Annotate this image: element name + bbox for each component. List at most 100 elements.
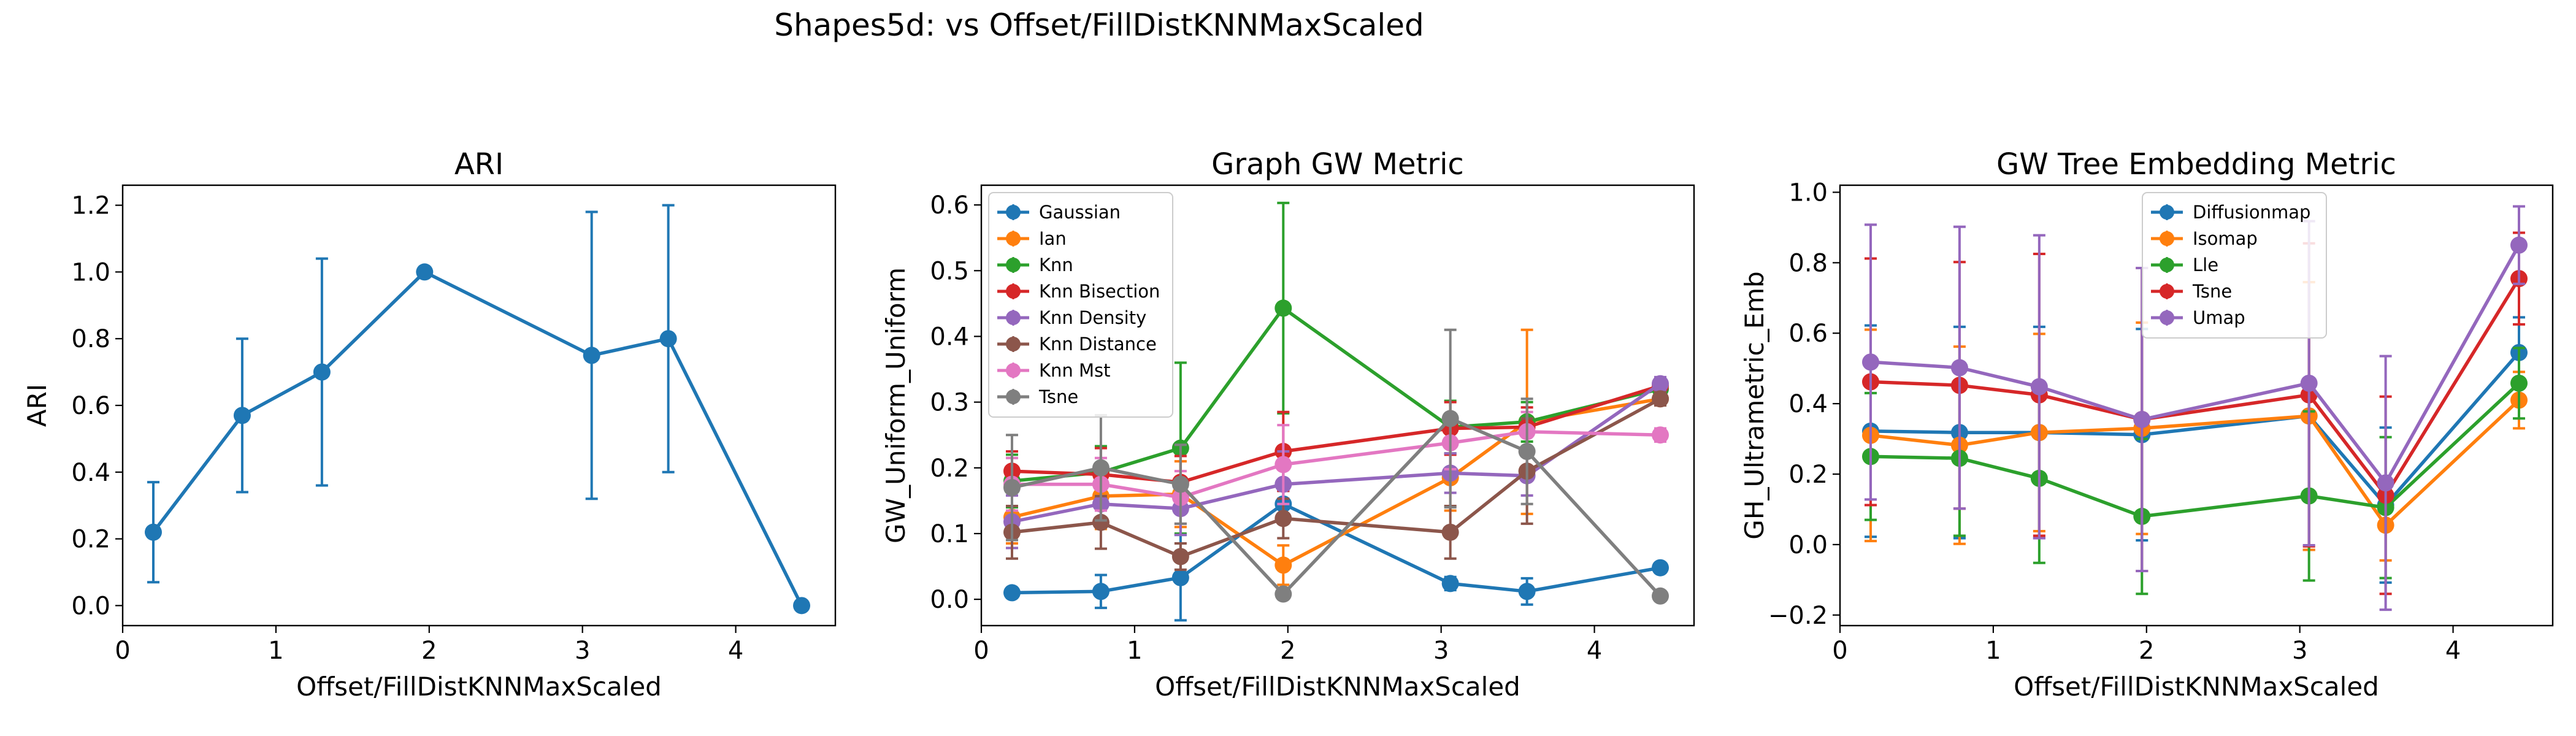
legend-label: Knn Density	[1039, 307, 1146, 328]
legend-marker	[1006, 258, 1021, 272]
data-point	[1092, 459, 1110, 477]
y-tick-label: 0.2	[930, 454, 969, 483]
data-point	[793, 597, 811, 615]
legend-label: Umap	[2193, 307, 2245, 328]
data-point	[1652, 559, 1669, 577]
legend-label: Diffusionmap	[2193, 202, 2310, 223]
subplot-3: GW Tree Embedding Metric 0 1 2 3 4 −0.2 0.0 0.2 0…	[1739, 147, 2554, 702]
data-point	[1171, 475, 1189, 493]
legend-item: Knn Density	[997, 307, 1146, 328]
x-tick-label: 3	[1433, 637, 1449, 665]
legend-label: Gaussian	[1039, 202, 1121, 223]
series-tsne	[1003, 328, 1669, 605]
x-tick-label: 1	[1127, 637, 1142, 665]
x-tick-label: 1	[1985, 637, 2001, 665]
plot-frame	[1839, 184, 2554, 627]
legend: Diffusionmap Isomap Lle Tsne Umap	[2142, 192, 2327, 339]
data-point	[1950, 359, 1968, 377]
legend-item: Umap	[2151, 307, 2245, 328]
y-tick-label: 0.2	[71, 526, 110, 554]
data-point	[1275, 585, 1292, 603]
legend-label: Isomap	[2193, 228, 2258, 249]
data-point	[1275, 556, 1292, 574]
data-point	[2377, 474, 2394, 492]
legend-label: Tsne	[2192, 281, 2232, 302]
x-tick-label: 4	[728, 637, 743, 665]
legend-item: Knn Bisection	[997, 281, 1160, 302]
y-tick-label: 0.4	[930, 323, 969, 351]
legend-marker	[2160, 231, 2174, 246]
legend-frame	[2142, 192, 2327, 339]
data-point	[1861, 353, 1879, 371]
data-point	[2510, 374, 2528, 392]
legend-marker	[1006, 337, 1021, 351]
data-point	[1171, 548, 1189, 565]
data-point	[1652, 426, 1669, 444]
legend-marker	[2160, 205, 2174, 220]
data-point	[313, 363, 331, 381]
legend-marker	[1006, 231, 1021, 246]
x-tick-label: 4	[2445, 637, 2461, 665]
data-point	[1275, 456, 1292, 473]
legend-label: Knn	[1039, 255, 1073, 275]
y-tick-label: 0.0	[930, 586, 969, 614]
y-tick-label: 0.4	[1788, 390, 1828, 418]
legend-item: Tsne	[997, 386, 1078, 407]
data-point	[1171, 569, 1189, 586]
data-point	[1441, 523, 1459, 541]
y-tick-label: 1.0	[71, 258, 110, 286]
x-axis-label: Offset/FillDistKNNMaxScaled	[296, 672, 662, 702]
legend-marker	[1006, 389, 1021, 404]
series-1	[144, 204, 811, 615]
y-axis-label: GH_Ultrametric_Emb	[1739, 271, 1769, 539]
subplot-title: Graph GW Metric	[1211, 147, 1464, 182]
data-point	[1441, 410, 1459, 427]
data-point	[1275, 510, 1292, 527]
data-point	[416, 263, 434, 281]
y-tick-label: 0.1	[930, 520, 969, 548]
legend-marker	[2160, 310, 2174, 325]
legend-marker	[2160, 284, 2174, 299]
legend-item: Diffusionmap	[2151, 202, 2310, 223]
legend-item: Knn Mst	[997, 360, 1111, 381]
data-point	[1092, 513, 1110, 531]
x-tick-label: 2	[421, 637, 437, 665]
subplot-title: GW Tree Embedding Metric	[1996, 147, 2396, 182]
subplot-2: Graph GW Metric 0 1 2 3 4 0.0 0.1 0.2 0.3 0.4 0.5 0.…	[881, 147, 1695, 702]
x-tick-label: 3	[2292, 637, 2307, 665]
data-point	[1275, 299, 1292, 317]
x-axis-label: Offset/FillDistKNNMaxScaled	[1155, 672, 1520, 702]
data-point	[583, 347, 600, 364]
legend-frame	[988, 192, 1173, 418]
data-point	[233, 407, 251, 424]
legend-item: Ian	[997, 228, 1067, 249]
x-tick-label: 3	[575, 637, 590, 665]
subplots: ARI 0 1 2 3 4 0.0 0.2 0.4 0.6 0.8 1.0 1.2 Offset/Fill…	[22, 147, 2554, 702]
data-point	[1652, 390, 1669, 408]
y-tick-label: 0.4	[71, 459, 110, 487]
data-point	[1652, 587, 1669, 605]
x-tick-label: 2	[1280, 637, 1295, 665]
y-tick-label: 0.3	[930, 389, 969, 417]
legend-item: Gaussian	[997, 202, 1121, 223]
legend-marker	[1006, 205, 1021, 220]
x-tick-label: 2	[2139, 637, 2154, 665]
legend-label: Tsne	[1038, 386, 1078, 407]
legend: Gaussian Ian Knn Knn Bisection Knn Density Kn…	[988, 192, 1173, 418]
y-tick-label: −0.2	[1768, 602, 1828, 630]
x-axis-label: Offset/FillDistKNNMaxScaled	[2014, 672, 2379, 702]
data-point	[1441, 575, 1459, 592]
x-tick-label: 0	[115, 637, 130, 665]
y-tick-label: 1.2	[71, 192, 110, 220]
data-point	[2030, 378, 2048, 396]
legend-item: Lle	[2151, 255, 2218, 275]
legend-label: Knn Mst	[1039, 360, 1111, 381]
subplot-1: ARI 0 1 2 3 4 0.0 0.2 0.4 0.6 0.8 1.0 1.2 Offset/Fill…	[22, 147, 837, 702]
figure-suptitle: Shapes5d: vs Offset/FillDistKNNMaxScaled	[774, 7, 1424, 43]
data-point	[1003, 478, 1021, 496]
legend-item: Knn	[997, 255, 1073, 275]
y-tick-label: 0.6	[930, 191, 969, 220]
legend-marker	[1006, 284, 1021, 299]
